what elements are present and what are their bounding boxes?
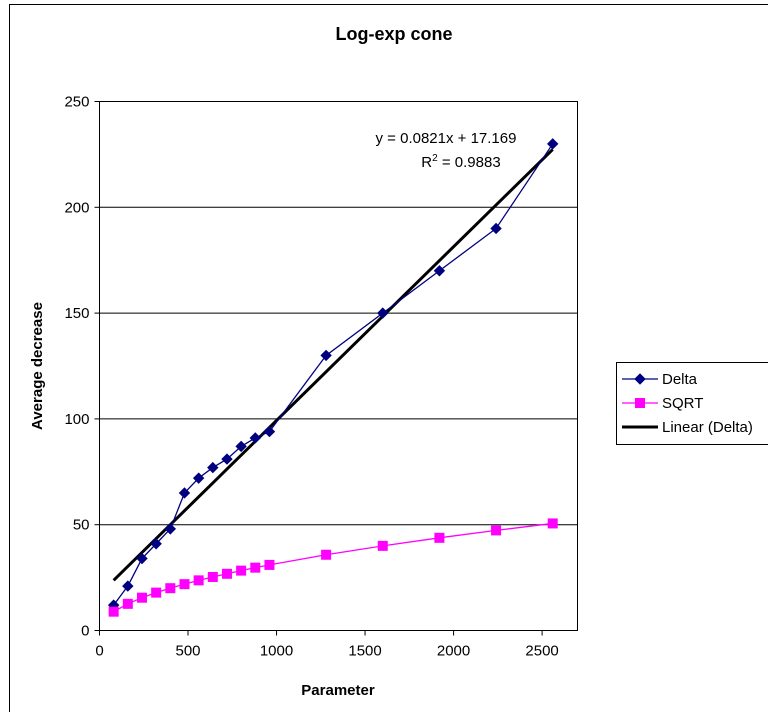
- sqrt-point: [165, 583, 176, 594]
- sqrt-point: [547, 518, 558, 529]
- legend-marker-delta: [634, 373, 646, 385]
- x-tick-label: 1500: [348, 643, 381, 660]
- sqrt-point: [491, 525, 502, 536]
- y-tick-label: 150: [64, 305, 89, 322]
- delta-point: [207, 461, 219, 474]
- delta-point: [164, 523, 177, 535]
- y-tick-label: 50: [73, 517, 90, 534]
- y-axis-label: Average decrease: [29, 302, 46, 430]
- gridlines: [99, 206, 578, 526]
- x-tick-label: 2000: [437, 643, 470, 660]
- delta-point: [192, 472, 205, 484]
- sqrt-point: [151, 587, 162, 598]
- sqrt-point: [264, 559, 275, 570]
- delta-point: [433, 265, 446, 277]
- x-tick-label: 0: [95, 643, 103, 660]
- legend-label-linear-delta-: Linear (Delta): [662, 419, 753, 436]
- delta-point: [122, 580, 134, 592]
- delta-point: [377, 307, 389, 319]
- x-tick-label: 1000: [260, 643, 293, 660]
- y-tick-label: 200: [64, 199, 89, 216]
- delta-point: [249, 432, 261, 444]
- delta-point: [320, 349, 332, 362]
- delta-point: [178, 487, 191, 499]
- y-tick-label: 0: [81, 623, 89, 640]
- chart-outer-border: [9, 4, 768, 712]
- sqrt-point: [321, 549, 332, 560]
- sqrt-point: [136, 592, 147, 603]
- x-axis-label: Parameter: [301, 682, 375, 699]
- trendline: [112, 148, 554, 582]
- trendline-equation: y = 0.0821x + 17.169: [376, 130, 517, 147]
- x-tick-label: 500: [176, 643, 201, 660]
- sqrt-point: [236, 565, 247, 576]
- trendline-r-squared: R2 = 0.9883: [421, 153, 500, 171]
- delta-point: [490, 222, 502, 235]
- x-axis-ticks: 0 500 1000 1500 2000 2500: [95, 630, 559, 660]
- plot-area-border: [99, 101, 578, 631]
- sqrt-point: [434, 532, 445, 543]
- sqrt-point: [122, 598, 133, 609]
- sqrt-point: [377, 540, 388, 551]
- sqrt-point: [207, 571, 218, 582]
- trendline-line: [112, 148, 554, 582]
- legend-marker-sqrt: [635, 398, 645, 408]
- delta-point: [263, 425, 276, 438]
- delta-point: [150, 538, 162, 550]
- delta-point: [136, 552, 148, 565]
- delta-point: [235, 440, 247, 453]
- legend: Delta SQRT Linear (Delta): [616, 362, 768, 445]
- sqrt-point: [179, 579, 190, 590]
- chart-title: Log-exp cone: [335, 24, 452, 44]
- delta-point: [547, 138, 559, 150]
- series-markers: [107, 138, 559, 617]
- sqrt-point: [221, 568, 232, 579]
- y-axis-ticks: 0 50 100 150 200 250: [64, 94, 100, 640]
- sqrt-point: [193, 575, 204, 586]
- legend-label-delta: Delta: [662, 371, 698, 388]
- delta-point: [221, 453, 233, 465]
- y-tick-label: 100: [64, 411, 89, 428]
- sqrt-point: [250, 562, 261, 573]
- legend-items: Delta SQRT Linear (Delta): [622, 371, 753, 436]
- x-tick-label: 2500: [525, 643, 558, 660]
- sqrt-point: [108, 606, 119, 617]
- legend-label-sqrt: SQRT: [662, 395, 703, 412]
- y-tick-label: 250: [64, 94, 89, 111]
